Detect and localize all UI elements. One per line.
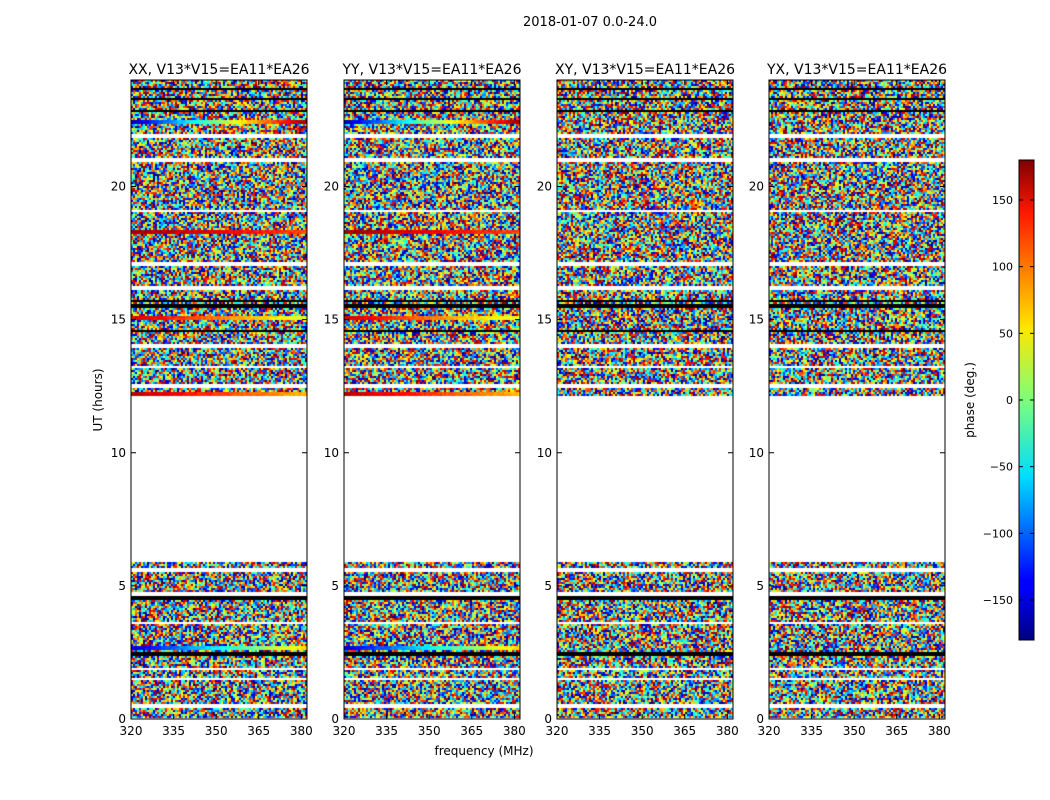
x-tick-label: 365	[247, 724, 270, 738]
y-tick-label: 15	[111, 313, 126, 327]
panel-2: YY, V13*V15=EA11*EA26 320 335 350 365 380 0 5 10…	[324, 62, 526, 738]
colorbar-tick-label: 50	[999, 327, 1013, 340]
y-tick-label: 10	[749, 446, 764, 460]
y-tick-label: 10	[111, 446, 126, 460]
x-tick-label: 350	[205, 724, 228, 738]
colorbar-tick-label: 0	[1006, 394, 1013, 407]
x-tick-label: 380	[290, 724, 313, 738]
x-tick-label: 320	[333, 724, 356, 738]
panel-frame	[556, 79, 734, 720]
x-tick-label: 365	[885, 724, 908, 738]
panel-title: XX, V13*V15=EA11*EA26	[128, 62, 309, 78]
y-tick-label: 20	[537, 180, 552, 194]
x-tick-label: 350	[843, 724, 866, 738]
y-tick-label: 0	[756, 712, 764, 726]
y-tick-label: 20	[111, 180, 126, 194]
panel-frame	[343, 79, 521, 720]
colorbar-tick-label: −150	[983, 594, 1013, 607]
x-tick-label: 335	[162, 724, 185, 738]
panel-1: XX, V13*V15=EA11*EA26 320 335 350 365 380 0 5 10…	[111, 62, 313, 738]
y-tick-label: 20	[749, 180, 764, 194]
figure-title: 2018-01-07 0.0-24.0	[523, 15, 657, 30]
panel-title: YX, V13*V15=EA11*EA26	[766, 62, 947, 78]
x-tick-label: 335	[800, 724, 823, 738]
x-tick-label: 380	[928, 724, 951, 738]
y-tick-label: 5	[118, 579, 126, 593]
panels-layer: XX, V13*V15=EA11*EA26 320 335 350 365 380 0 5 10…	[111, 62, 951, 738]
colorbar: phase (deg.) 150 100 50 0 −50 −100 −150	[963, 159, 1035, 641]
panel-title: YY, V13*V15=EA11*EA26	[342, 62, 522, 78]
x-tick-label: 320	[120, 724, 143, 738]
y-tick-label: 5	[331, 579, 339, 593]
panel-frame	[130, 79, 308, 720]
y-tick-label: 15	[749, 313, 764, 327]
y-tick-label: 0	[331, 712, 339, 726]
colorbar-tick-label: 100	[992, 261, 1013, 274]
panel-4: YX, V13*V15=EA11*EA26 320 335 350 365 380 0 5 10…	[749, 62, 951, 738]
x-tick-label: 380	[503, 724, 526, 738]
panel-frame	[768, 79, 946, 720]
phase-raster	[557, 80, 733, 719]
x-tick-label: 350	[631, 724, 654, 738]
phase-raster	[131, 80, 307, 719]
y-tick-label: 15	[537, 313, 552, 327]
x-tick-label: 380	[716, 724, 739, 738]
phase-raster	[769, 80, 945, 719]
x-tick-label: 335	[588, 724, 611, 738]
y-tick-label: 0	[544, 712, 552, 726]
x-tick-label: 365	[460, 724, 483, 738]
y-tick-label: 5	[544, 579, 552, 593]
colorbar-label: phase (deg.)	[963, 362, 977, 438]
y-tick-label: 20	[324, 180, 339, 194]
y-tick-label: 0	[118, 712, 126, 726]
panel-title: XY, V13*V15=EA11*EA26	[555, 62, 735, 78]
x-tick-label: 320	[546, 724, 569, 738]
colorbar-tick-label: −100	[983, 527, 1013, 540]
panel-3: XY, V13*V15=EA11*EA26 320 335 350 365 380 0 5 10…	[537, 62, 739, 738]
x-tick-label: 365	[673, 724, 696, 738]
y-axis-label: UT (hours)	[91, 368, 105, 431]
y-tick-label: 10	[324, 446, 339, 460]
x-tick-label: 350	[418, 724, 441, 738]
x-tick-label: 320	[758, 724, 781, 738]
colorbar-tick-label: 150	[992, 194, 1013, 207]
y-tick-label: 5	[756, 579, 764, 593]
phase-raster	[344, 80, 520, 719]
y-tick-label: 15	[324, 313, 339, 327]
x-tick-label: 335	[375, 724, 398, 738]
colorbar-tick-label: −50	[990, 461, 1013, 474]
y-tick-label: 10	[537, 446, 552, 460]
x-axis-label: frequency (MHz)	[434, 744, 533, 758]
